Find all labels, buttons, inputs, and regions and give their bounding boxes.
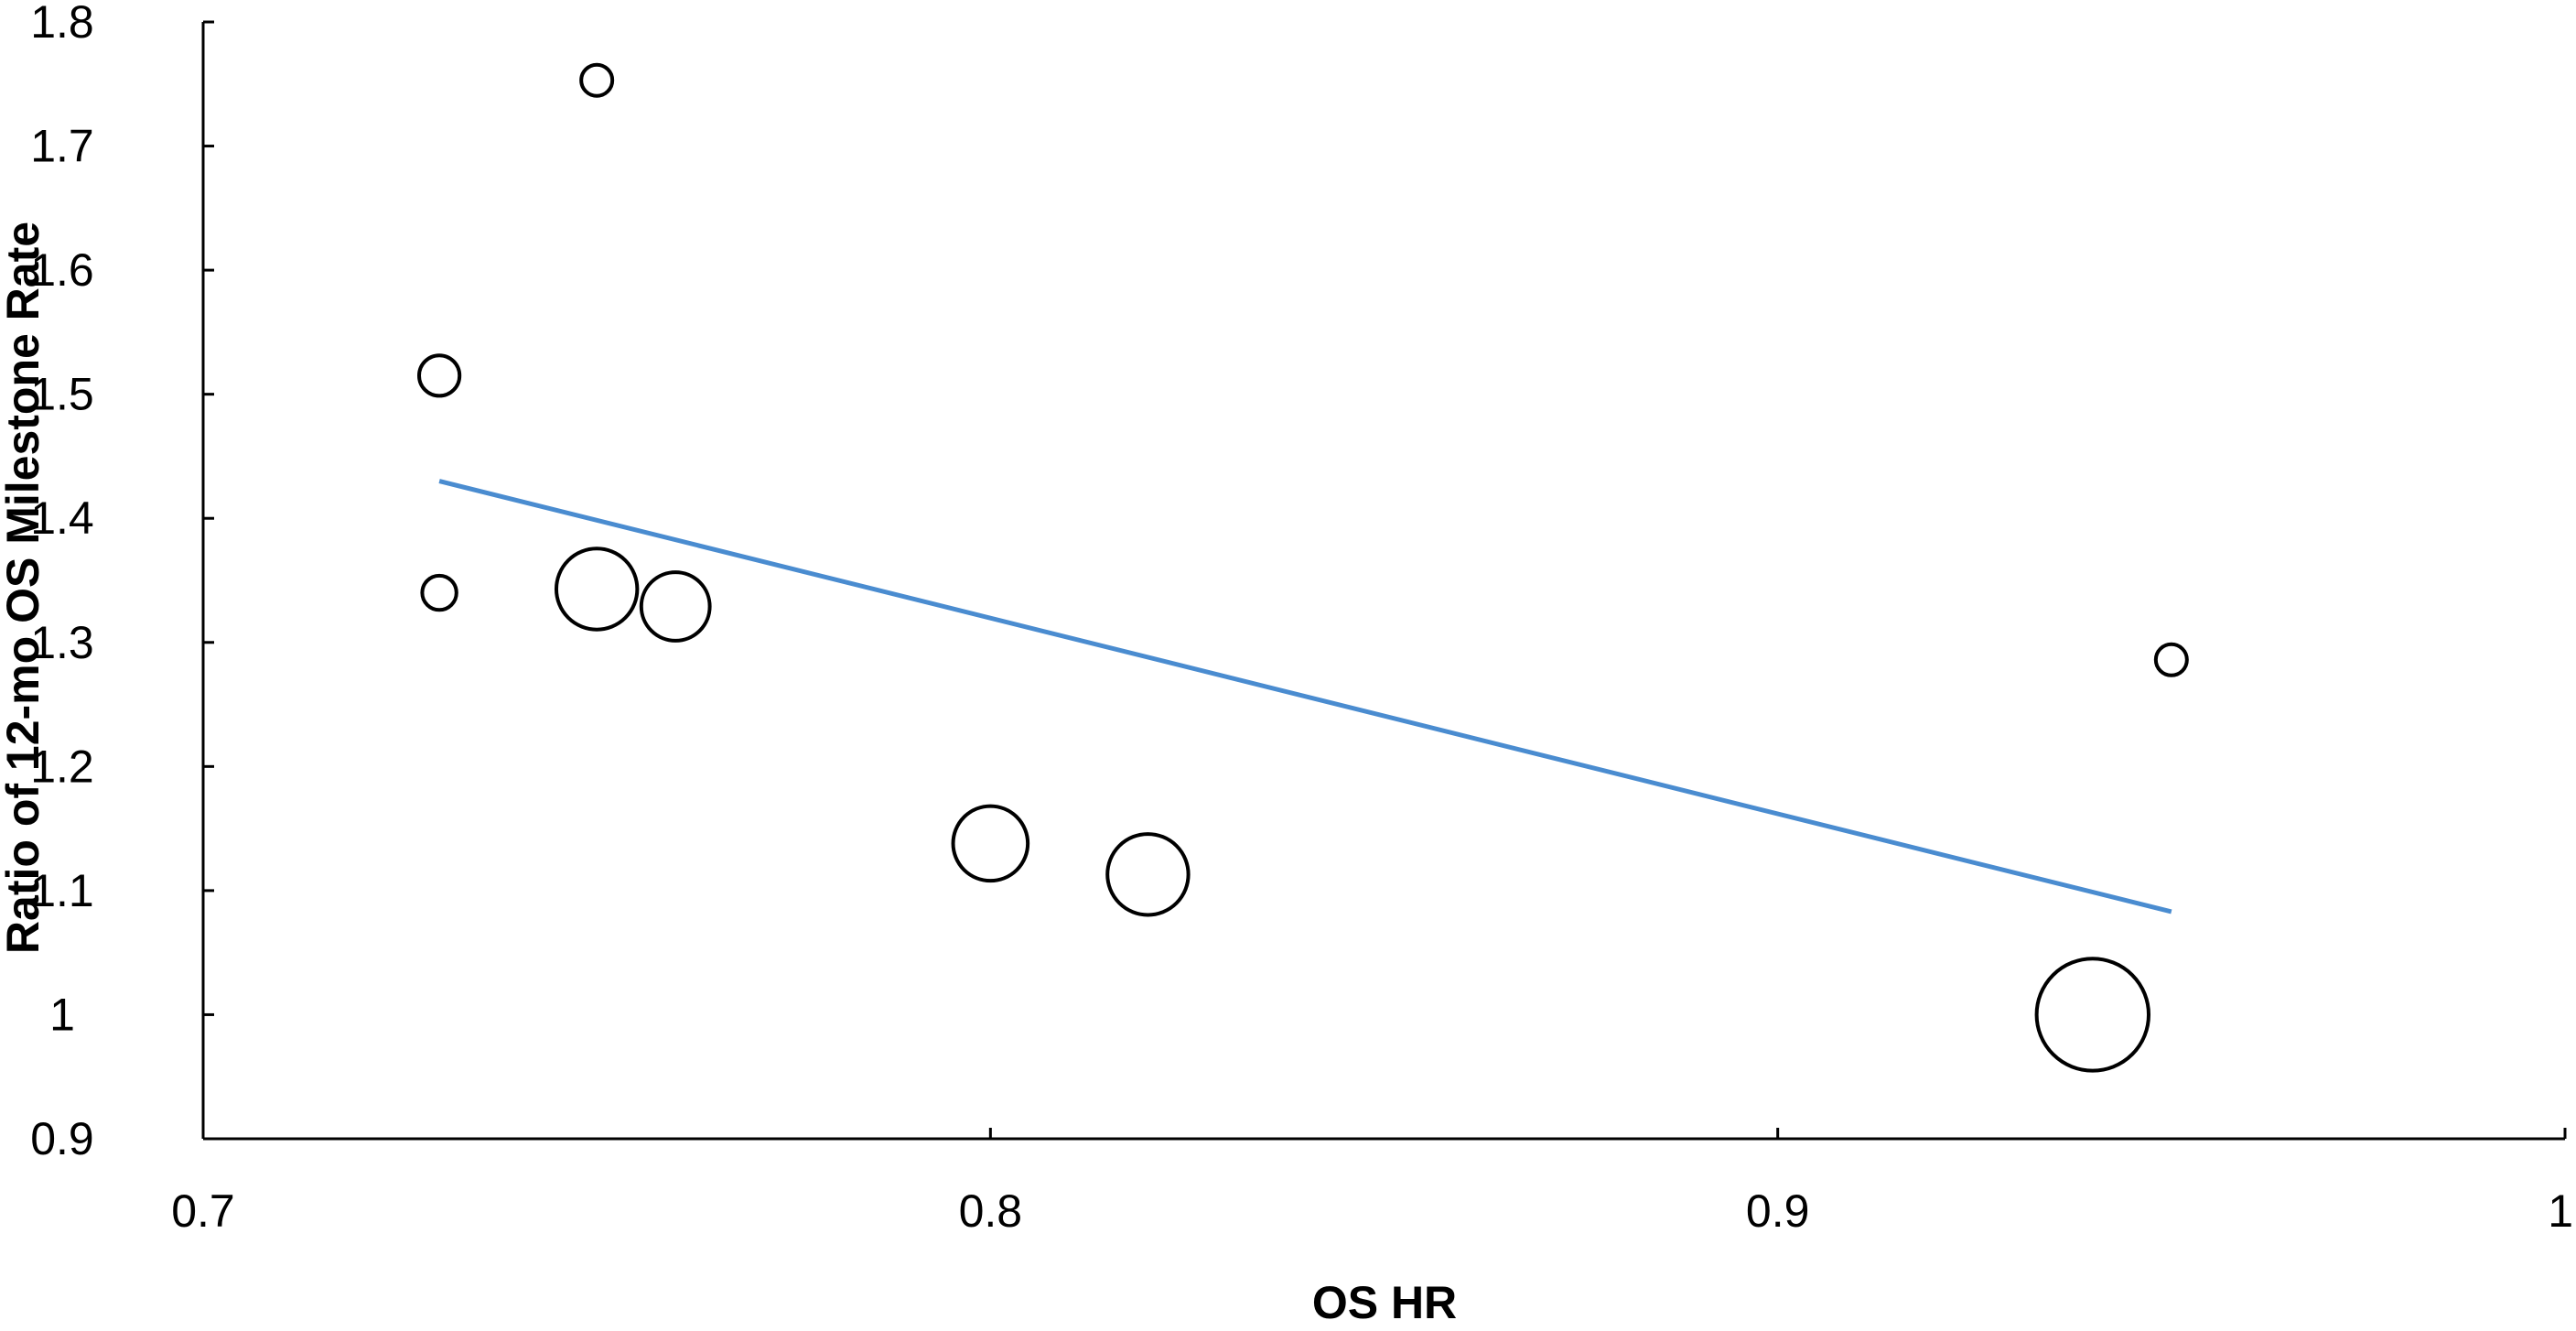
y-tick-label: 1 — [49, 989, 75, 1040]
y-tick-label: 1.1 — [30, 865, 94, 916]
axes — [201, 22, 2565, 1141]
data-point — [417, 353, 462, 398]
y-axis-title: Ratio of 12-mo OS Milestone Rate — [0, 222, 49, 954]
y-tick-label: 1.2 — [30, 741, 94, 792]
ticks: 0.9 1 1.1 1.2 1.3 1.4 1.5 1.6 1.7 1.8 0.7 0.8 0.9 1 — [30, 0, 2573, 1237]
data-point — [2153, 642, 2189, 677]
y-tick-label: 1.8 — [30, 0, 94, 48]
trend-line — [438, 479, 2172, 914]
data-points — [417, 62, 2189, 1073]
x-tick-label: 0.9 — [1746, 1185, 1810, 1237]
y-tick-label: 1.3 — [30, 617, 94, 668]
data-point — [554, 546, 640, 632]
data-point — [420, 573, 458, 612]
y-tick-label: 1.7 — [30, 121, 94, 172]
data-point — [579, 62, 615, 98]
x-tick-label: 0.7 — [171, 1185, 235, 1237]
x-tick-label: 0.8 — [959, 1185, 1023, 1237]
y-tick-label: 1.5 — [30, 369, 94, 420]
data-point — [2034, 957, 2151, 1073]
data-point — [951, 804, 1030, 883]
trendline-group — [438, 479, 2172, 914]
x-axis-title: OS HR — [1312, 1277, 1457, 1326]
y-tick-label: 1.4 — [30, 492, 94, 544]
data-point — [639, 570, 712, 643]
data-point — [1105, 832, 1191, 917]
x-tick-label: 1 — [2548, 1185, 2573, 1237]
y-tick-label: 1.6 — [30, 244, 94, 296]
y-tick-label: 0.9 — [30, 1113, 94, 1164]
